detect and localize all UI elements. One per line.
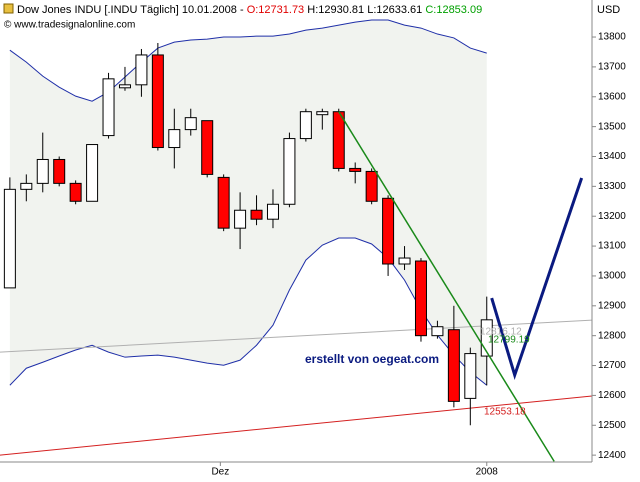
title-low: L:12633.61 bbox=[367, 4, 422, 16]
plot-area: 12816.12 12553.18 12799.19 bbox=[0, 19, 593, 462]
y-tick-label: 12400 bbox=[598, 450, 626, 461]
candle-body bbox=[3, 188, 16, 289]
candle-body bbox=[316, 111, 329, 116]
chart-title: Dow Jones INDU [.INDU Täglich] 10.01.200… bbox=[17, 4, 482, 16]
candle-body bbox=[20, 182, 33, 190]
candle-body bbox=[266, 203, 279, 220]
candle-body bbox=[398, 257, 411, 265]
trendline bbox=[0, 319, 593, 353]
x-tick-label: Dez bbox=[211, 467, 229, 478]
title-high: H:12930.81 bbox=[307, 4, 364, 16]
trendline bbox=[490, 177, 584, 381]
band-lower bbox=[9, 237, 488, 386]
candle-body bbox=[431, 326, 444, 337]
x-tick-label: 2008 bbox=[476, 467, 499, 478]
title-close: C:12853.09 bbox=[425, 4, 482, 16]
y-tick-label: 13100 bbox=[598, 241, 626, 252]
candle-body bbox=[382, 197, 395, 265]
y-tick-label: 13400 bbox=[598, 151, 626, 162]
candle-body bbox=[36, 158, 49, 184]
candle-body bbox=[201, 120, 214, 175]
candle-body bbox=[86, 144, 99, 202]
y-axis-label: USD bbox=[597, 4, 620, 16]
trendline bbox=[0, 395, 593, 456]
title-icon bbox=[3, 3, 14, 14]
candle-body bbox=[151, 54, 164, 149]
y-tick-label: 12600 bbox=[598, 390, 626, 401]
candle-body bbox=[217, 176, 230, 229]
candle-body bbox=[168, 129, 181, 149]
trendline-label: 12553.18 bbox=[484, 407, 526, 418]
candle-body bbox=[250, 209, 263, 220]
band-fill bbox=[9, 20, 487, 386]
candle-body bbox=[283, 138, 296, 205]
annotation: erstellt von oegeat.com bbox=[305, 352, 439, 366]
candle-body bbox=[118, 84, 131, 89]
candle-body bbox=[480, 319, 493, 357]
y-tick-label: 13500 bbox=[598, 121, 626, 132]
trendline-label: 12816.12 bbox=[480, 327, 522, 338]
candle-body bbox=[184, 117, 197, 131]
trendline bbox=[338, 111, 555, 462]
y-tick-label: 12800 bbox=[598, 330, 626, 341]
candle-body bbox=[135, 54, 148, 86]
y-tick-label: 13000 bbox=[598, 271, 626, 282]
trendline-label: 12799.19 bbox=[488, 335, 530, 346]
candle-body bbox=[102, 78, 115, 137]
y-tick-label: 12900 bbox=[598, 300, 626, 311]
candle-body bbox=[349, 167, 362, 172]
y-tick-label: 13800 bbox=[598, 32, 626, 43]
candle-body bbox=[332, 111, 345, 169]
candle-body bbox=[464, 353, 477, 399]
candle-body bbox=[414, 260, 427, 337]
subtitle: © www.tradesignalonline.com bbox=[4, 20, 135, 31]
title-text: Dow Jones INDU [.INDU Täglich] 10.01.200… bbox=[17, 4, 244, 16]
candle-body bbox=[447, 329, 460, 402]
y-tick-label: 13200 bbox=[598, 211, 626, 222]
y-tick-label: 13600 bbox=[598, 91, 626, 102]
y-tick-label: 13700 bbox=[598, 62, 626, 73]
band-upper bbox=[9, 19, 487, 102]
candle-body bbox=[69, 182, 82, 202]
candle-body bbox=[234, 209, 247, 229]
y-tick-label: 12500 bbox=[598, 420, 626, 431]
candle-body bbox=[53, 158, 66, 184]
title-open: O:12731.73 bbox=[247, 4, 305, 16]
candle-body bbox=[299, 111, 312, 140]
y-tick-label: 13300 bbox=[598, 181, 626, 192]
candle-body bbox=[365, 170, 378, 202]
y-tick-label: 12700 bbox=[598, 360, 626, 371]
